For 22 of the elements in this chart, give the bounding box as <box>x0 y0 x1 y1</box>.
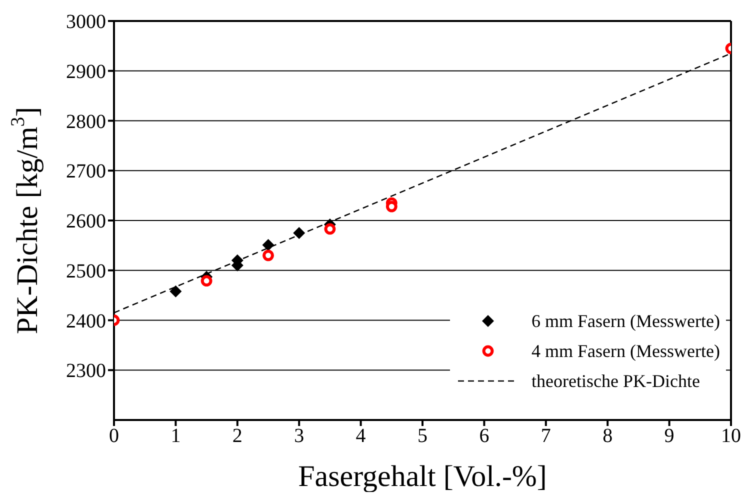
x-tick-label: 4 <box>356 425 366 448</box>
legend-label: 6 mm Fasern (Messwerte) <box>532 310 720 332</box>
x-tick-label: 9 <box>664 425 674 448</box>
x-tick-label: 2 <box>232 425 242 448</box>
y-tick-label: 2300 <box>66 360 106 382</box>
y-tick-label: 3000 <box>66 11 106 34</box>
x-tick-label: 6 <box>479 425 490 448</box>
x-tick-label: 1 <box>170 425 181 448</box>
x-tick-label: 0 <box>109 425 119 448</box>
x-tick-label: 10 <box>721 425 741 448</box>
y-tick-label: 2600 <box>66 210 106 233</box>
y-tick-label: 2700 <box>66 160 106 183</box>
y-tick-label: 2900 <box>66 60 106 83</box>
y-tick-label: 2800 <box>66 110 106 133</box>
x-tick-label: 5 <box>418 425 428 448</box>
x-tick-label: 7 <box>540 425 551 448</box>
x-tick-label: 8 <box>602 425 613 448</box>
y-tick-label: 2400 <box>66 310 106 332</box>
x-tick-label: 3 <box>294 425 304 448</box>
y-tick-label: 2500 <box>66 260 106 282</box>
legend-label: theoretische PK-Dichte <box>532 370 700 392</box>
legend-label: 4 mm Fasern (Messwerte) <box>532 340 720 362</box>
